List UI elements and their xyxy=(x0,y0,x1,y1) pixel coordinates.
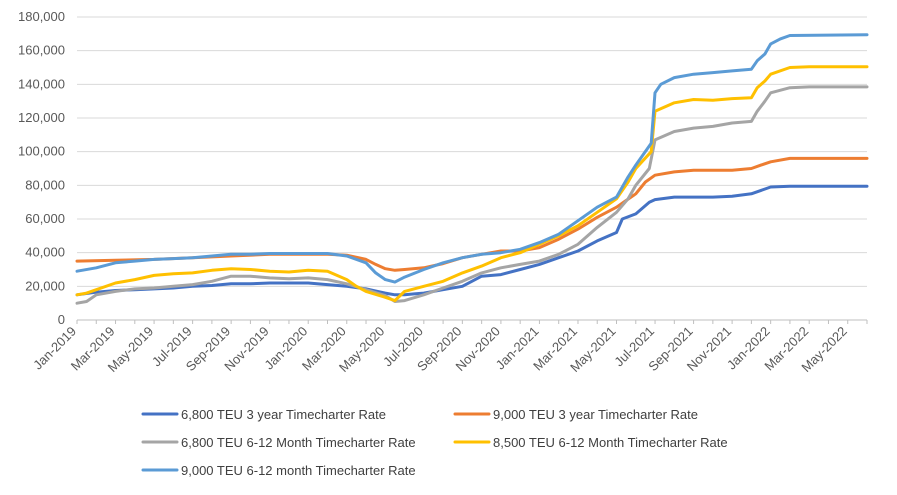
y-tick-label: 120,000 xyxy=(18,110,65,125)
y-tick-label: 140,000 xyxy=(18,76,65,91)
y-tick-label: 180,000 xyxy=(18,9,65,24)
x-axis-tick-labels: Jan-2019Mar-2019May-2019Jul-2019Sep-2019… xyxy=(30,324,850,375)
y-tick-label: 20,000 xyxy=(25,278,65,293)
y-tick-label: 160,000 xyxy=(18,43,65,58)
legend-label: 9,000 TEU 6-12 month Timecharter Rate xyxy=(181,463,416,478)
series-line-3 xyxy=(75,85,869,305)
series-line-4 xyxy=(75,65,869,303)
y-tick-label: 40,000 xyxy=(25,245,65,260)
series-line-1 xyxy=(75,184,869,297)
x-axis xyxy=(76,319,868,324)
gridlines xyxy=(77,16,867,287)
legend-label: 8,500 TEU 6-12 Month Timecharter Rate xyxy=(493,435,728,450)
y-tick-label: 80,000 xyxy=(25,177,65,192)
legend-label: 9,000 TEU 3 year Timecharter Rate xyxy=(493,407,698,422)
legend-label: 6,800 TEU 3 year Timecharter Rate xyxy=(181,407,386,422)
y-tick-label: 60,000 xyxy=(25,211,65,226)
y-axis-tick-labels: 0 20,000 40,000 60,000 80,000 100,000 120,000 1… xyxy=(18,9,65,327)
series-lines xyxy=(75,33,869,305)
series-line-5 xyxy=(75,33,869,284)
legend-label: 6,800 TEU 6-12 Month Timecharter Rate xyxy=(181,435,416,450)
series-line-2 xyxy=(75,156,869,272)
y-tick-label: 0 xyxy=(58,312,65,327)
y-tick-label: 100,000 xyxy=(18,144,65,159)
legend: 6,800 TEU 3 year Timecharter Rate 9,000 T… xyxy=(141,407,728,478)
